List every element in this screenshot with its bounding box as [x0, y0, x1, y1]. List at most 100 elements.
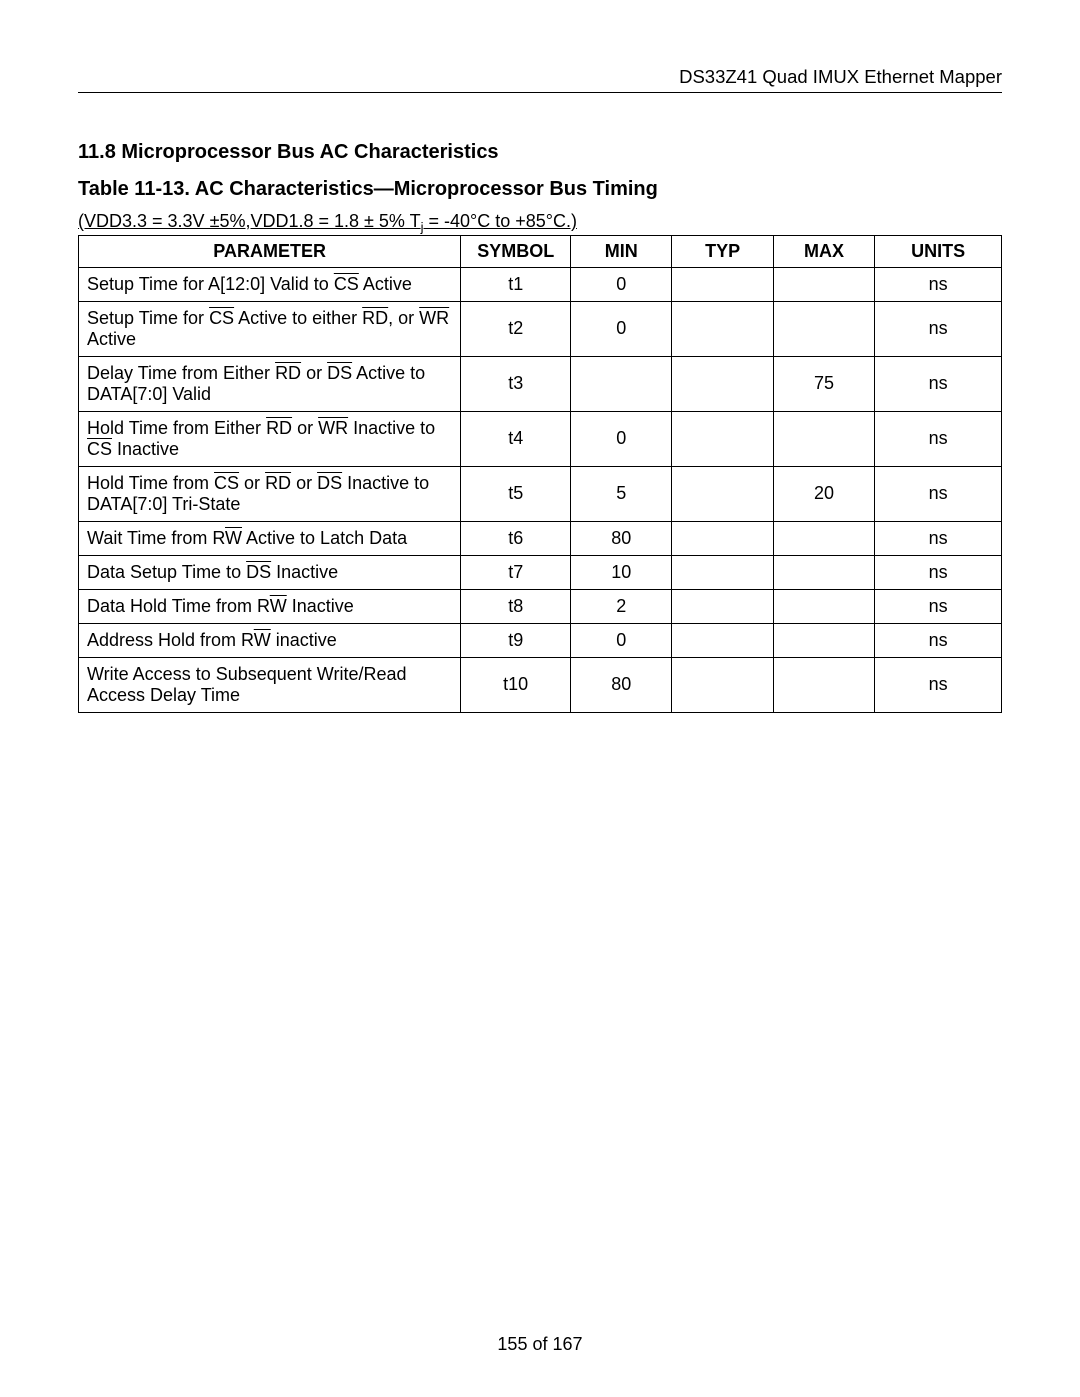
param-text: Inactive to — [348, 418, 435, 438]
cell-typ — [672, 555, 773, 589]
cell-max — [773, 589, 874, 623]
page: DS33Z41 Quad IMUX Ethernet Mapper 11.8 M… — [0, 0, 1080, 1397]
cell-min — [571, 356, 672, 411]
table-caption-text: AC Characteristics—Microprocessor Bus Ti… — [195, 178, 658, 200]
table-caption-prefix: Table 11-13. — [78, 178, 190, 200]
param-text: Data Setup Time to — [87, 562, 246, 582]
cell-min: 80 — [571, 521, 672, 555]
cell-parameter: Address Hold from RW inactive — [79, 623, 461, 657]
overline-signal: RD — [275, 363, 301, 383]
param-text: inactive — [271, 630, 337, 650]
cell-units: ns — [875, 589, 1002, 623]
cell-max — [773, 301, 874, 356]
overline-signal: WR — [419, 308, 449, 328]
section-title-text: Microprocessor Bus AC Characteristics — [121, 141, 498, 163]
cell-max: 75 — [773, 356, 874, 411]
cell-symbol: t10 — [461, 657, 571, 712]
cell-max — [773, 267, 874, 301]
param-text: Active — [359, 274, 412, 294]
cell-typ — [672, 623, 773, 657]
param-text: , or — [388, 308, 419, 328]
doc-title: DS33Z41 Quad IMUX Ethernet Mapper — [679, 66, 1002, 87]
overline-signal: CS — [209, 308, 234, 328]
cell-parameter: Data Setup Time to DS Inactive — [79, 555, 461, 589]
col-header-typ: TYP — [672, 235, 773, 267]
param-text: Active to either — [234, 308, 362, 328]
page-total: 167 — [553, 1334, 583, 1354]
cell-parameter: Wait Time from RW Active to Latch Data — [79, 521, 461, 555]
conditions-prefix: (VDD3.3 = 3.3V ±5%,VDD1.8 = 1.8 ± 5% T — [78, 211, 421, 231]
param-text: or — [239, 473, 265, 493]
cell-parameter: Data Hold Time from RW Inactive — [79, 589, 461, 623]
section-heading: 11.8 Microprocessor Bus AC Characteristi… — [78, 141, 1002, 164]
table-row: Setup Time for CS Active to either RD, o… — [79, 301, 1002, 356]
cell-symbol: t6 — [461, 521, 571, 555]
cell-typ — [672, 466, 773, 521]
cell-typ — [672, 589, 773, 623]
cell-parameter: Setup Time for A[12:0] Valid to CS Activ… — [79, 267, 461, 301]
col-header-units: UNITS — [875, 235, 1002, 267]
param-text: Write Access to Subsequent Write/Read Ac… — [87, 664, 407, 705]
page-of: of — [532, 1334, 547, 1354]
param-text: or — [291, 473, 317, 493]
doc-header: DS33Z41 Quad IMUX Ethernet Mapper — [78, 66, 1002, 93]
col-header-parameter: PARAMETER — [79, 235, 461, 267]
param-text: Data Hold Time from R — [87, 596, 270, 616]
table-row: Write Access to Subsequent Write/Read Ac… — [79, 657, 1002, 712]
overline-signal: RD — [265, 473, 291, 493]
spec-table: PARAMETER SYMBOL MIN TYP MAX UNITS Setup… — [78, 235, 1002, 713]
cell-units: ns — [875, 555, 1002, 589]
overline-signal: CS — [214, 473, 239, 493]
cell-parameter: Delay Time from Either RD or DS Active t… — [79, 356, 461, 411]
cell-parameter: Write Access to Subsequent Write/Read Ac… — [79, 657, 461, 712]
overline-signal: W — [254, 630, 271, 650]
cell-symbol: t8 — [461, 589, 571, 623]
cell-min: 0 — [571, 301, 672, 356]
overline-signal: W — [270, 596, 287, 616]
cell-min: 0 — [571, 411, 672, 466]
table-row: Setup Time for A[12:0] Valid to CS Activ… — [79, 267, 1002, 301]
cell-units: ns — [875, 356, 1002, 411]
param-text: Hold Time from Either — [87, 418, 266, 438]
table-row: Hold Time from CS or RD or DS Inactive t… — [79, 466, 1002, 521]
col-header-max: MAX — [773, 235, 874, 267]
overline-signal: RD — [266, 418, 292, 438]
cell-units: ns — [875, 267, 1002, 301]
cell-units: ns — [875, 301, 1002, 356]
param-text: Active to Latch Data — [242, 528, 407, 548]
overline-signal: DS — [327, 363, 352, 383]
overline-signal: W — [225, 528, 242, 548]
param-text: Address Hold from R — [87, 630, 254, 650]
cell-min: 0 — [571, 623, 672, 657]
overline-signal: DS — [246, 562, 271, 582]
param-text: or — [292, 418, 318, 438]
table-conditions: (VDD3.3 = 3.3V ±5%,VDD1.8 = 1.8 ± 5% Tj … — [78, 211, 1002, 235]
page-footer: 155 of 167 — [0, 1334, 1080, 1355]
param-text: Inactive — [287, 596, 354, 616]
cell-min: 5 — [571, 466, 672, 521]
cell-max — [773, 623, 874, 657]
cell-symbol: t2 — [461, 301, 571, 356]
cell-typ — [672, 657, 773, 712]
cell-min: 0 — [571, 267, 672, 301]
table-body: Setup Time for A[12:0] Valid to CS Activ… — [79, 267, 1002, 712]
cell-min: 80 — [571, 657, 672, 712]
cell-symbol: t3 — [461, 356, 571, 411]
col-header-symbol: SYMBOL — [461, 235, 571, 267]
cell-symbol: t7 — [461, 555, 571, 589]
cell-typ — [672, 267, 773, 301]
cell-units: ns — [875, 466, 1002, 521]
overline-signal: RD — [362, 308, 388, 328]
param-text: Wait Time from R — [87, 528, 225, 548]
overline-signal: DS — [317, 473, 342, 493]
param-text: Hold Time from — [87, 473, 214, 493]
cell-symbol: t4 — [461, 411, 571, 466]
cell-parameter: Hold Time from Either RD or WR Inactive … — [79, 411, 461, 466]
overline-signal: CS — [334, 274, 359, 294]
cell-units: ns — [875, 623, 1002, 657]
cell-max — [773, 657, 874, 712]
cell-parameter: Hold Time from CS or RD or DS Inactive t… — [79, 466, 461, 521]
cell-max — [773, 521, 874, 555]
cell-symbol: t9 — [461, 623, 571, 657]
table-row: Wait Time from RW Active to Latch Datat6… — [79, 521, 1002, 555]
